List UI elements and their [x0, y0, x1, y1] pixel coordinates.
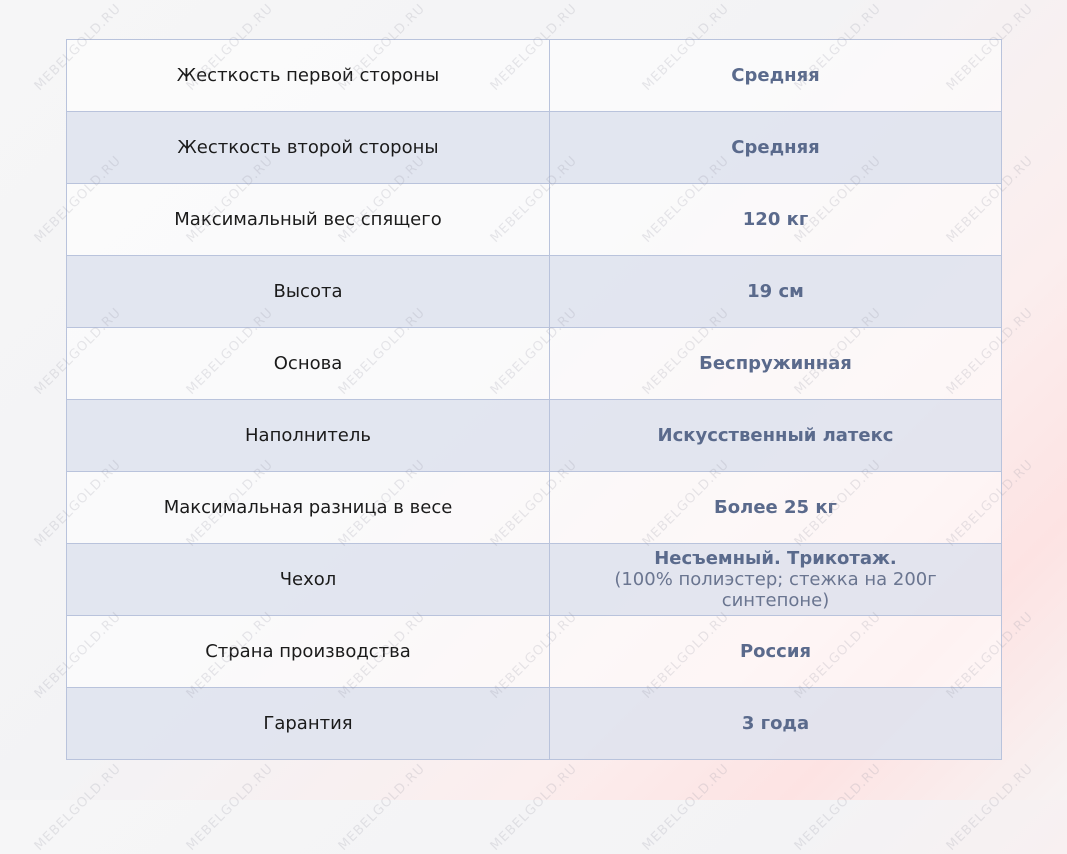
spec-label: Страна производства	[66, 615, 550, 688]
watermark-text: MEBELGOLD.RU	[639, 761, 733, 854]
table-row: Чехол Несъемный. Трикотаж. (100% полиэстер…	[66, 543, 1002, 616]
table-row: Высота 19 см	[66, 255, 1002, 328]
table-row: Наполнитель Искусственный латекс	[66, 399, 1002, 472]
spec-value: 19 см	[549, 255, 1002, 328]
table-row: Жесткость второй стороны Средняя	[66, 111, 1002, 184]
spec-label: Наполнитель	[66, 399, 550, 472]
spec-value-text: 19 см	[747, 281, 804, 302]
spec-value-text: Россия	[739, 641, 812, 662]
spec-value: Средняя	[549, 39, 1002, 112]
watermark-text: MEBELGOLD.RU	[335, 761, 429, 854]
watermark-text: MEBELGOLD.RU	[487, 761, 581, 854]
spec-value-note: (100% полиэстер; стежка на 200г синтепон…	[614, 569, 937, 611]
spec-label: Чехол	[66, 543, 550, 616]
spec-value-text: Искусственный латекс	[657, 425, 894, 446]
watermark-text: MEBELGOLD.RU	[943, 761, 1037, 854]
table-row: Максимальный вес спящего 120 кг	[66, 183, 1002, 256]
watermark-text: MEBELGOLD.RU	[31, 761, 125, 854]
spec-value: Россия	[549, 615, 1002, 688]
spec-value-text: Средняя	[731, 137, 820, 158]
spec-label: Жесткость первой стороны	[66, 39, 550, 112]
spec-value: Более 25 кг	[549, 471, 1002, 544]
table-row: Страна производства Россия	[66, 615, 1002, 688]
table-row: Основа Беспружинная	[66, 327, 1002, 400]
spec-value-text: 3 года	[741, 713, 810, 734]
table-row: Гарантия 3 года	[66, 687, 1002, 760]
spec-label: Гарантия	[66, 687, 550, 760]
spec-value-text: Средняя	[731, 65, 820, 86]
spec-value: Беспружинная	[549, 327, 1002, 400]
spec-label: Основа	[66, 327, 550, 400]
spec-value-text: 120 кг	[742, 209, 809, 230]
table-row: Максимальная разница в весе Более 25 кг	[66, 471, 1002, 544]
spec-value-text: Несъемный. Трикотаж.	[654, 548, 897, 569]
specs-table: Жесткость первой стороны Средняя Жесткость…	[66, 39, 1002, 760]
watermark-text: MEBELGOLD.RU	[183, 761, 277, 854]
watermark-text: MEBELGOLD.RU	[791, 761, 885, 854]
spec-value: Средняя	[549, 111, 1002, 184]
spec-value: 120 кг	[549, 183, 1002, 256]
spec-value: 3 года	[549, 687, 1002, 760]
table-row: Жесткость первой стороны Средняя	[66, 39, 1002, 112]
spec-label: Высота	[66, 255, 550, 328]
spec-value: Искусственный латекс	[549, 399, 1002, 472]
spec-value-text: Более 25 кг	[714, 497, 837, 518]
spec-value-text: Беспружинная	[699, 353, 852, 374]
spec-label: Максимальная разница в весе	[66, 471, 550, 544]
spec-label: Жесткость второй стороны	[66, 111, 550, 184]
spec-label: Максимальный вес спящего	[66, 183, 550, 256]
spec-value: Несъемный. Трикотаж. (100% полиэстер; сте…	[549, 543, 1002, 616]
